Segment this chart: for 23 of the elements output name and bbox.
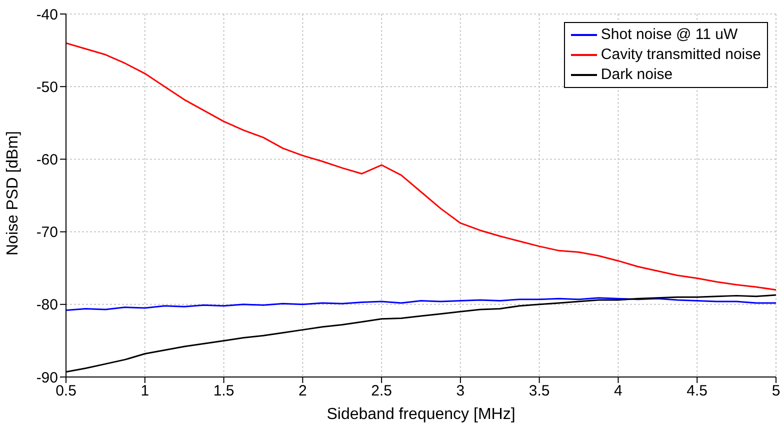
y-tick-label: -50 <box>36 78 58 96</box>
legend-label: Dark noise <box>600 65 673 85</box>
x-axis-title: Sideband frequency [MHz] <box>326 406 516 423</box>
x-tick-label: 3.5 <box>528 382 550 400</box>
x-tick-label: 4 <box>614 382 622 400</box>
x-tick-label: 1.5 <box>213 382 234 400</box>
y-tick-label: -70 <box>36 224 58 242</box>
x-tick-label: 5 <box>772 382 780 400</box>
x-tick-label: 2.5 <box>371 382 392 400</box>
legend-label: Cavity transmitted noise <box>600 45 761 65</box>
x-tick-label: 1 <box>140 382 150 400</box>
y-axis-title: Noise PSD [dBm] <box>4 131 22 256</box>
x-tick-label: 4.5 <box>686 382 708 400</box>
y-tick-label: -60 <box>36 152 58 169</box>
y-tick-label: -80 <box>36 296 58 314</box>
line-series <box>66 297 776 311</box>
line-series <box>66 42 776 291</box>
legend-label: Shot noise @ 11 uW <box>600 25 738 45</box>
x-tick-label: 3 <box>456 382 465 400</box>
y-tick-label: -40 <box>36 6 58 24</box>
x-tick-label: 0.5 <box>56 382 76 400</box>
x-tick-label: 2 <box>298 382 307 400</box>
y-tick-label: -90 <box>36 369 58 386</box>
